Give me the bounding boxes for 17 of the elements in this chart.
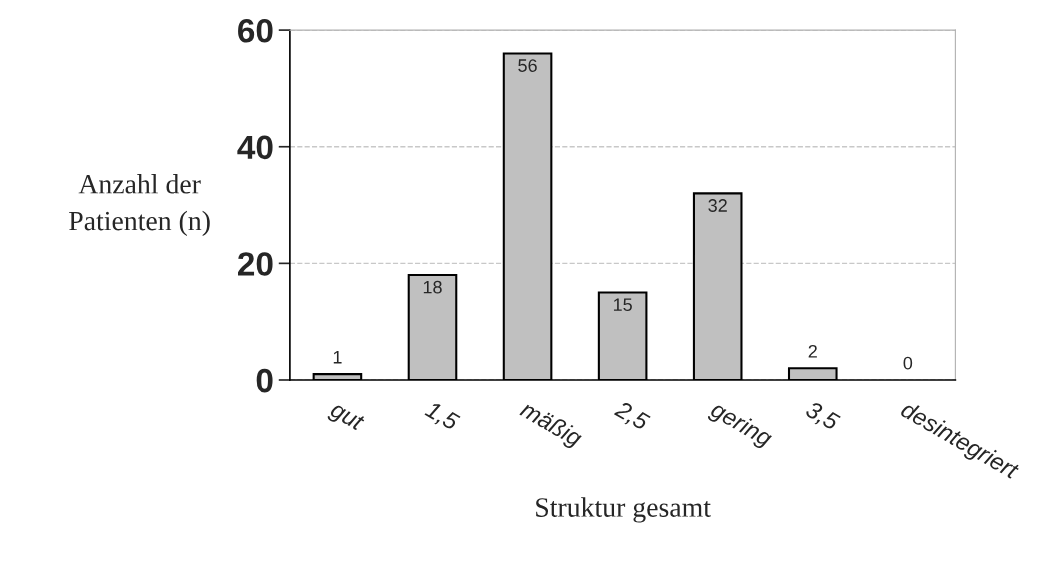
x-tick-label: 1,5: [422, 400, 461, 434]
y-axis-title: Anzahl der Patienten (n): [69, 174, 210, 237]
data-label: 1: [333, 350, 342, 364]
data-label: 0: [903, 356, 913, 370]
x-axis-title: Struktur gesamt: [536, 497, 711, 523]
y-tick-label: 0: [256, 368, 273, 393]
data-label: 32: [708, 199, 727, 212]
x-tick-label: 2,5: [612, 399, 651, 434]
y-tick-label: 60: [238, 18, 273, 43]
y-tick-label: 20: [238, 252, 273, 276]
data-label: 15: [613, 298, 632, 312]
data-label: 2: [808, 344, 817, 358]
x-tick-label: gut: [326, 401, 366, 436]
y-tick-label: 40: [237, 135, 273, 160]
x-tick-label: 3,5: [803, 400, 841, 434]
data-label: 56: [518, 59, 537, 72]
data-label: 18: [423, 280, 442, 294]
